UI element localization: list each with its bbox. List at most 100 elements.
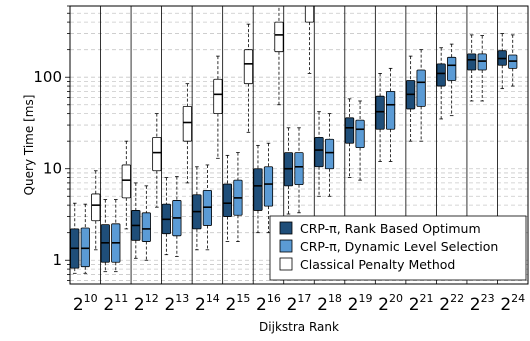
box-body bbox=[152, 136, 162, 172]
group-separators bbox=[100, 6, 498, 284]
x-tick-base: 2 bbox=[103, 295, 114, 315]
x-tick-label: 212 bbox=[134, 292, 159, 315]
x-tick-base: 2 bbox=[226, 295, 237, 315]
y-tick-label: 10 bbox=[43, 160, 62, 178]
box-body bbox=[243, 49, 254, 85]
box-body bbox=[416, 69, 426, 107]
box bbox=[274, 6, 284, 106]
x-tick-label: 213 bbox=[164, 292, 189, 315]
x-tick-label: 219 bbox=[348, 292, 373, 315]
legend-label: CRP-π, Dynamic Level Selection bbox=[300, 239, 498, 254]
box bbox=[222, 154, 233, 242]
x-tick-exponent: 14 bbox=[206, 292, 220, 305]
x-tick-label: 214 bbox=[195, 292, 220, 315]
box bbox=[131, 182, 141, 259]
box bbox=[202, 164, 212, 251]
series-1 bbox=[80, 34, 518, 274]
box-body bbox=[304, 6, 315, 23]
box-body bbox=[222, 183, 233, 217]
box-body bbox=[375, 95, 385, 130]
x-tick-exponent: 18 bbox=[328, 292, 342, 305]
box bbox=[406, 55, 416, 142]
box bbox=[111, 199, 121, 273]
box bbox=[497, 33, 507, 90]
x-tick-base: 2 bbox=[164, 295, 175, 315]
x-tick-exponent: 20 bbox=[389, 292, 403, 305]
plot-frame bbox=[69, 5, 529, 285]
legend: CRP-π, Rank Based Optimum CRP-π, Dynamic … bbox=[269, 215, 527, 281]
x-tick-base: 2 bbox=[256, 295, 267, 315]
x-tick-label: 217 bbox=[287, 292, 312, 315]
x-tick-exponent: 24 bbox=[511, 292, 525, 305]
y-tick-label: 1 bbox=[52, 251, 62, 269]
x-tick-base: 2 bbox=[409, 295, 420, 315]
x-tick-exponent: 21 bbox=[420, 292, 434, 305]
box bbox=[375, 73, 385, 162]
box-body bbox=[121, 164, 131, 199]
series-2 bbox=[91, 6, 315, 251]
x-tick-base: 2 bbox=[134, 295, 145, 315]
x-tick-exponent: 19 bbox=[358, 292, 372, 305]
x-tick-base: 2 bbox=[348, 295, 359, 315]
x-tick-label: 218 bbox=[317, 292, 342, 315]
box bbox=[324, 113, 335, 197]
x-tick-base: 2 bbox=[195, 295, 206, 315]
x-tick-base: 2 bbox=[317, 295, 328, 315]
box-body bbox=[467, 53, 477, 71]
box-body bbox=[447, 56, 457, 81]
legend-swatch bbox=[279, 221, 293, 235]
box bbox=[294, 127, 304, 214]
box bbox=[141, 185, 151, 261]
x-tick-exponent: 12 bbox=[145, 292, 159, 305]
box bbox=[385, 67, 396, 162]
x-axis: 210 211 212 213 214 215 216 217 218 219 220 221 222 2… bbox=[73, 292, 525, 315]
x-tick-label: 210 bbox=[73, 292, 98, 315]
x-tick-exponent: 16 bbox=[267, 292, 281, 305]
box-body bbox=[182, 105, 192, 142]
box-body bbox=[213, 78, 223, 115]
legend-label: CRP-π, Rank Based Optimum bbox=[300, 221, 481, 236]
y-tick-label: 100 bbox=[33, 68, 62, 86]
box bbox=[314, 111, 324, 197]
x-tick-exponent: 17 bbox=[297, 292, 311, 305]
box bbox=[80, 203, 90, 274]
box bbox=[344, 98, 355, 178]
x-tick-label: 211 bbox=[103, 292, 128, 315]
x-tick-label: 224 bbox=[500, 292, 525, 315]
box-body bbox=[274, 21, 284, 53]
x-tick-base: 2 bbox=[378, 295, 389, 315]
box bbox=[243, 23, 254, 133]
box-body bbox=[141, 212, 151, 242]
x-tick-base: 2 bbox=[439, 295, 450, 315]
x-tick-exponent: 13 bbox=[175, 292, 189, 305]
box bbox=[263, 142, 274, 234]
box bbox=[416, 49, 426, 142]
box bbox=[213, 55, 223, 159]
x-tick-base: 2 bbox=[500, 295, 511, 315]
box bbox=[100, 199, 110, 273]
box-body bbox=[355, 119, 365, 149]
box bbox=[447, 43, 457, 117]
box-body bbox=[324, 138, 335, 170]
y-axis: 1 10 100 bbox=[33, 5, 70, 281]
box bbox=[355, 100, 365, 181]
legend-label: Classical Penalty Method bbox=[300, 257, 455, 272]
y-axis-title: Query Time [ms] bbox=[22, 95, 36, 196]
box bbox=[477, 35, 487, 102]
x-tick-exponent: 22 bbox=[450, 292, 464, 305]
box bbox=[508, 34, 518, 87]
box-body bbox=[294, 152, 304, 186]
legend-swatch bbox=[279, 239, 293, 253]
x-tick-label: 215 bbox=[226, 292, 251, 315]
x-tick-exponent: 10 bbox=[84, 292, 98, 305]
box-body bbox=[314, 136, 324, 168]
box bbox=[253, 144, 263, 234]
box bbox=[467, 34, 477, 102]
box bbox=[172, 176, 182, 257]
box-body bbox=[344, 117, 355, 144]
x-axis-title: Dijkstra Rank bbox=[259, 320, 339, 334]
box bbox=[70, 202, 80, 274]
box-body bbox=[80, 227, 90, 268]
